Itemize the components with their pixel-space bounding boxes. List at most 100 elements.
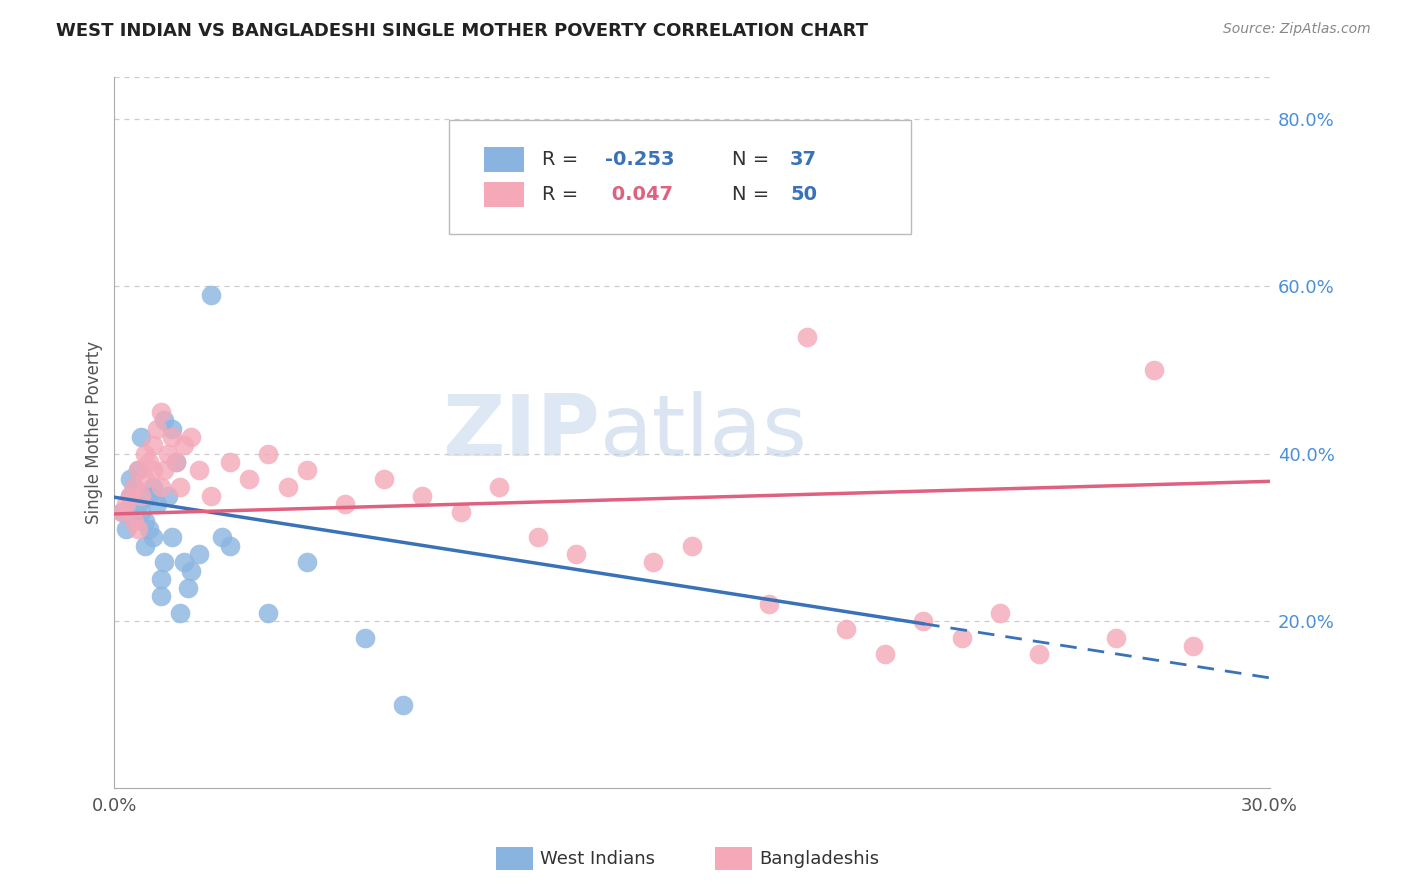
Point [122, 514, 145, 528]
Point [911, 614, 934, 628]
Point [219, 455, 242, 469]
Point [335, 497, 357, 511]
Point [392, 698, 415, 712]
Point [1104, 631, 1126, 645]
Point [200, 489, 222, 503]
Point [153, 556, 176, 570]
Point [950, 631, 973, 645]
Point [211, 530, 233, 544]
Text: 37: 37 [790, 150, 817, 169]
Point [160, 530, 183, 544]
Point [173, 556, 195, 570]
Point [835, 623, 858, 637]
Point [149, 405, 172, 419]
Text: R =: R = [541, 150, 585, 169]
Point [373, 472, 395, 486]
Point [165, 455, 187, 469]
Point [180, 430, 202, 444]
Point [134, 472, 156, 486]
Point [157, 489, 180, 503]
Point [160, 422, 183, 436]
Point [134, 447, 156, 461]
Point [643, 556, 665, 570]
Point [138, 455, 160, 469]
Text: R =: R = [541, 186, 585, 204]
Point [153, 463, 176, 477]
Point [238, 472, 260, 486]
Point [160, 430, 183, 444]
Point [131, 430, 153, 444]
Text: Source: ZipAtlas.com: Source: ZipAtlas.com [1223, 22, 1371, 37]
Point [180, 564, 202, 578]
Point [127, 463, 149, 477]
Text: atlas: atlas [599, 392, 807, 475]
Point [219, 539, 242, 553]
Point [353, 631, 375, 645]
Point [127, 463, 149, 477]
Point [1028, 648, 1050, 662]
Point [127, 522, 149, 536]
Point [142, 463, 165, 477]
Point [118, 489, 141, 503]
Point [188, 547, 211, 561]
Point [138, 489, 160, 503]
Point [527, 530, 550, 544]
Point [149, 480, 172, 494]
Point [165, 455, 187, 469]
Point [118, 489, 141, 503]
Point [122, 514, 145, 528]
Point [157, 447, 180, 461]
FancyBboxPatch shape [450, 120, 911, 234]
Point [565, 547, 588, 561]
Point [115, 497, 138, 511]
Point [138, 522, 160, 536]
Text: -0.253: -0.253 [606, 150, 675, 169]
Text: West Indians: West Indians [540, 849, 655, 868]
Bar [484, 147, 524, 171]
Text: ZIP: ZIP [441, 392, 599, 475]
Point [988, 606, 1011, 620]
Point [295, 556, 318, 570]
Point [681, 539, 703, 553]
Point [758, 597, 780, 611]
Point [1143, 363, 1166, 377]
Point [153, 413, 176, 427]
Point [411, 489, 433, 503]
Point [118, 472, 141, 486]
Point [134, 539, 156, 553]
Point [142, 530, 165, 544]
Point [142, 438, 165, 452]
Point [145, 422, 167, 436]
Point [277, 480, 299, 494]
Text: N =: N = [733, 150, 776, 169]
Point [142, 480, 165, 494]
Point [257, 606, 280, 620]
Bar [495, 847, 533, 870]
Point [127, 497, 149, 511]
Text: N =: N = [733, 186, 776, 204]
Point [173, 438, 195, 452]
Point [873, 648, 896, 662]
Text: 0.047: 0.047 [606, 186, 673, 204]
Point [145, 497, 167, 511]
Point [131, 505, 153, 519]
Bar [484, 182, 524, 207]
Point [131, 489, 153, 503]
Point [115, 522, 138, 536]
Point [111, 505, 134, 519]
Point [111, 505, 134, 519]
Point [122, 480, 145, 494]
Point [134, 514, 156, 528]
Point [188, 463, 211, 477]
Point [796, 329, 818, 343]
Point [169, 480, 191, 494]
Point [122, 480, 145, 494]
Point [257, 447, 280, 461]
Point [488, 480, 510, 494]
Text: WEST INDIAN VS BANGLADESHI SINGLE MOTHER POVERTY CORRELATION CHART: WEST INDIAN VS BANGLADESHI SINGLE MOTHER… [56, 22, 869, 40]
Point [450, 505, 472, 519]
Point [176, 581, 198, 595]
Point [149, 572, 172, 586]
Point [1181, 639, 1204, 653]
Point [169, 606, 191, 620]
